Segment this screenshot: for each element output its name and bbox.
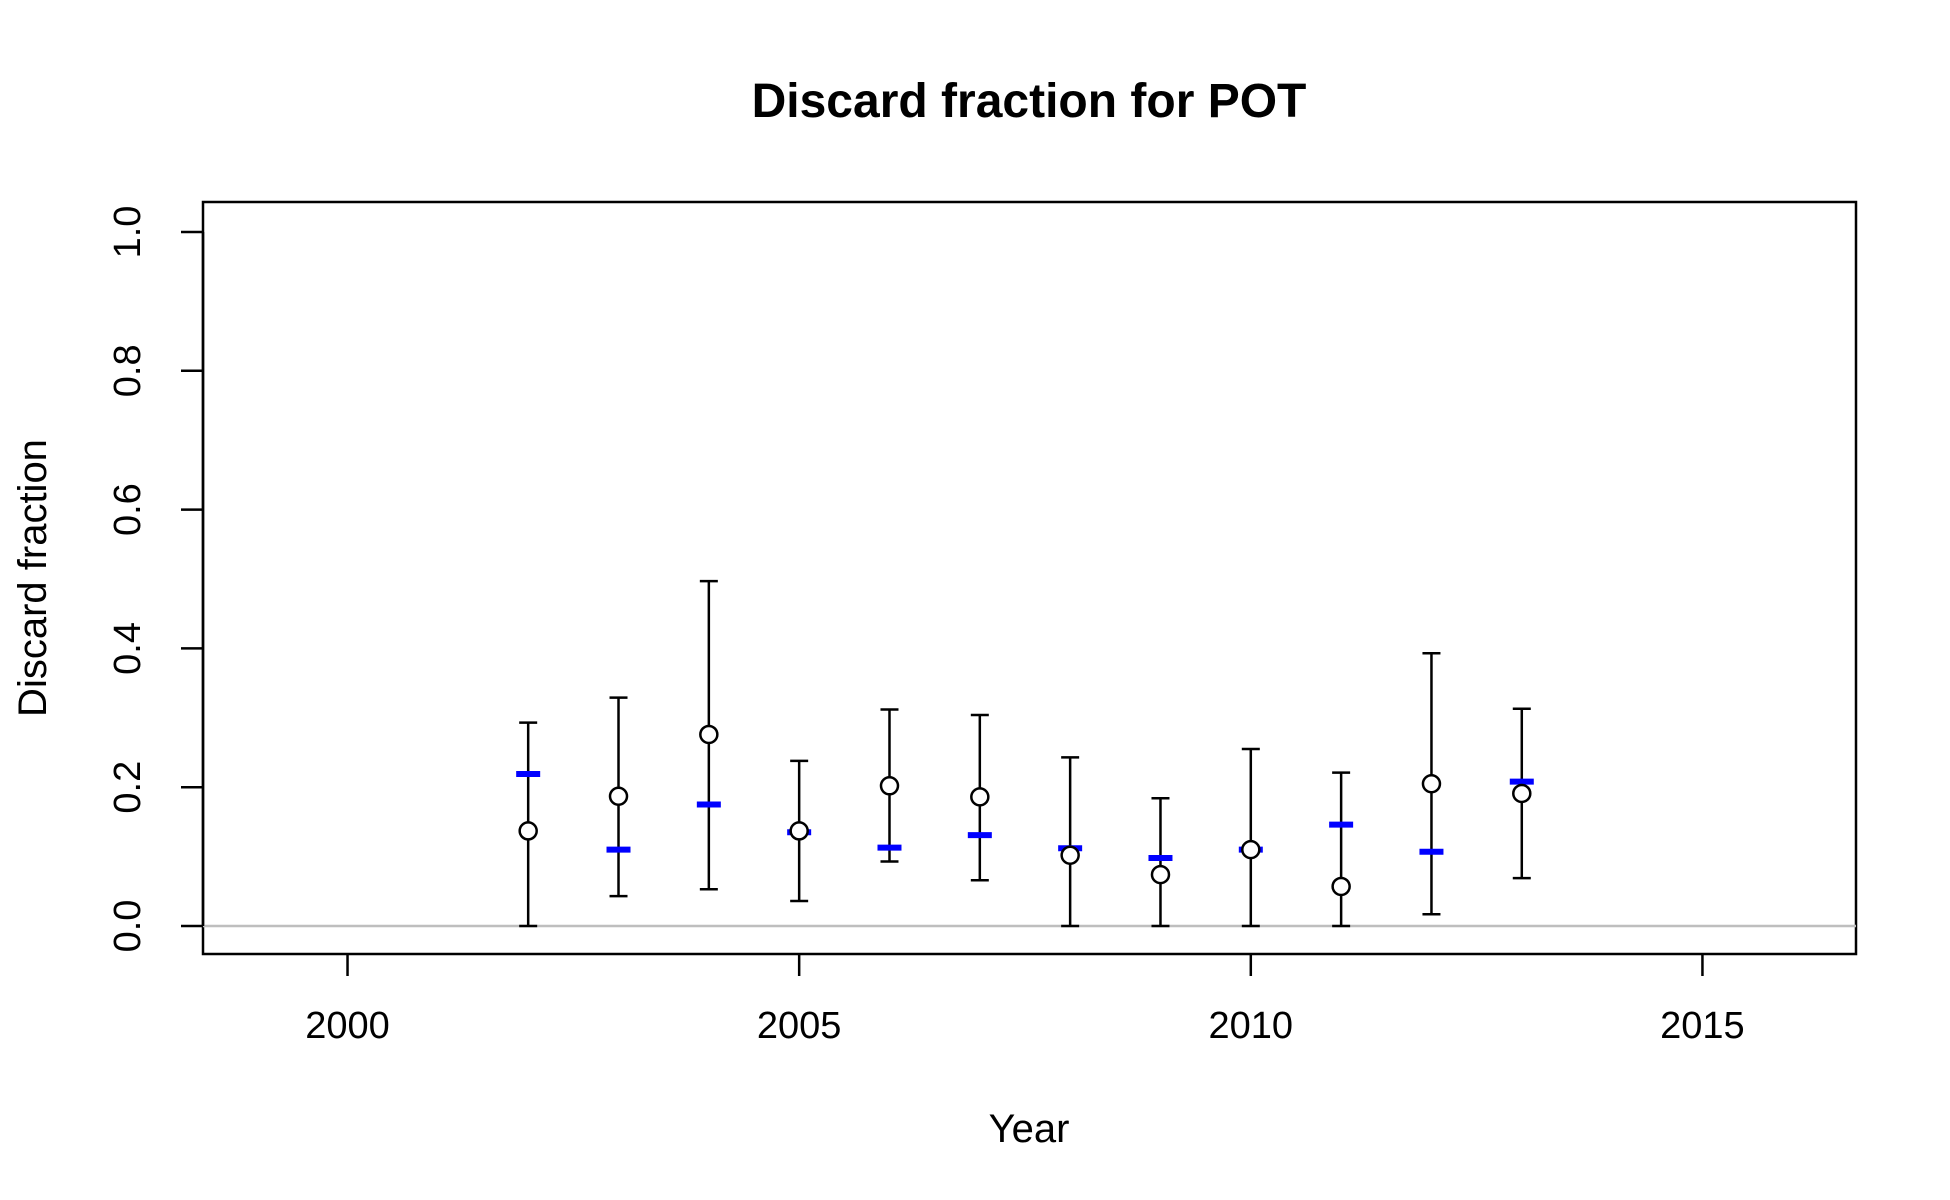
observed-point [1241, 839, 1261, 860]
y-tick-label: 0.6 [107, 483, 149, 536]
observed-point [1060, 845, 1080, 865]
chart-title: Discard fraction for POT [752, 75, 1307, 128]
observed-point [1150, 864, 1171, 885]
expected-marks [516, 771, 1534, 861]
y-axis-label: Discard fraction [11, 439, 55, 717]
observed-point [970, 787, 990, 807]
x-tick-label: 2005 [757, 1005, 842, 1047]
y-tick-label: 0.2 [107, 761, 149, 814]
observed-point [518, 821, 538, 841]
y-axis: 0.0 0.2 0.4 0.6 0.8 1.0 [107, 206, 205, 953]
observed-point [608, 786, 629, 806]
y-tick-label: 0.4 [107, 622, 149, 675]
observed-points [518, 724, 1532, 897]
x-tick-label: 2010 [1209, 1005, 1294, 1047]
observed-point [1331, 876, 1351, 897]
observed-point [1421, 773, 1442, 794]
y-tick-label: 0.8 [107, 344, 149, 397]
x-axis: 2000 2005 2010 2015 [305, 954, 1745, 1047]
x-tick-label: 2015 [1660, 1005, 1745, 1047]
x-tick-label: 2000 [305, 1005, 390, 1047]
observed-point [1512, 783, 1532, 804]
observed-point [789, 821, 809, 841]
error-bars [519, 579, 1531, 928]
observed-point [879, 776, 900, 796]
x-axis-label: Year [989, 1107, 1070, 1151]
y-tick-label: 1.0 [107, 206, 149, 259]
observed-point [699, 724, 719, 745]
y-tick-label: 0.0 [107, 900, 149, 953]
plot-frame [201, 200, 1858, 956]
